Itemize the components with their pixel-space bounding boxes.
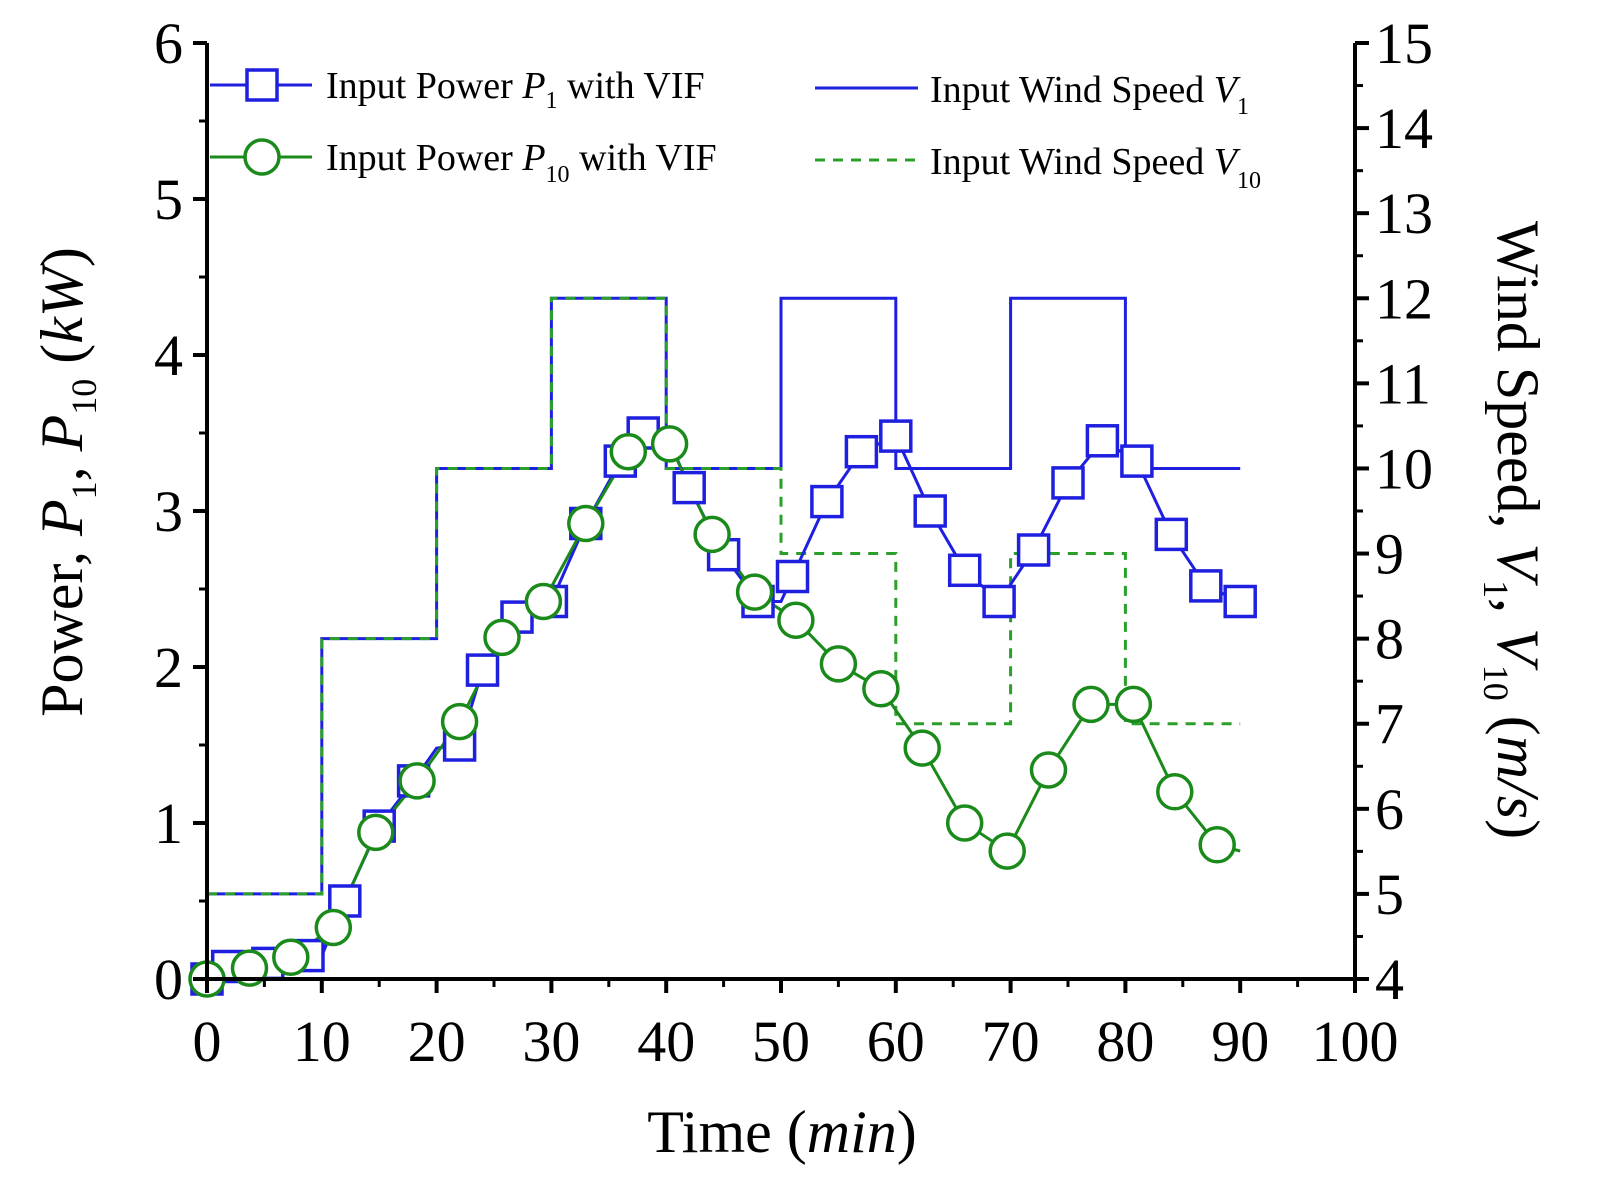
p10-point	[1029, 751, 1068, 789]
p10-point	[357, 813, 395, 852]
p10-point	[777, 601, 815, 639]
y-left-tick-label: 6	[154, 11, 183, 76]
p1-point	[1016, 533, 1051, 567]
x-tick-label: 80	[1096, 1009, 1154, 1074]
p1-point	[913, 494, 947, 528]
x-tick-label: 90	[1211, 1009, 1269, 1074]
legend-p1-label: Input Power P1 with VIF	[326, 65, 705, 114]
x-tick-label: 70	[982, 1009, 1040, 1074]
legend-p10-label: Input Power P10 with VIF	[326, 137, 717, 188]
y-right-tick-label: 14	[1375, 96, 1433, 161]
p10-point	[650, 425, 689, 463]
p10-point	[735, 573, 774, 611]
x-tick-label: 0	[193, 1009, 222, 1074]
p10-point	[314, 908, 353, 947]
p10-point	[272, 938, 310, 976]
legend-p10-circle-marker	[243, 138, 281, 176]
legend: Input Power P1 with VIF Input Wind Speed…	[210, 65, 1261, 194]
y-left-tick-label: 0	[154, 947, 183, 1012]
p10-point	[988, 832, 1026, 870]
p1-point	[1051, 466, 1085, 500]
x-tick-label: 20	[408, 1009, 466, 1074]
p10-point	[1156, 773, 1194, 811]
legend-item-v1: Input Wind Speed V1	[815, 69, 1249, 120]
x-tick-label: 100	[1312, 1009, 1399, 1074]
series-v10-line	[207, 296, 1241, 896]
p1-point	[982, 584, 1016, 619]
x-tick-label: 60	[867, 1009, 925, 1074]
y-left-tick-label: 2	[154, 635, 183, 700]
y-left-tick-label: 3	[154, 479, 183, 544]
legend-item-v10: Input Wind Speed V10	[815, 141, 1261, 194]
p10-point	[862, 670, 900, 708]
x-tick-label: 40	[637, 1009, 695, 1074]
p1-point	[810, 484, 844, 519]
p10-point	[440, 702, 479, 741]
legend-v10-label: Input Wind Speed V10	[930, 141, 1261, 194]
y-axis-right-title: Wind Speed, V1, V10 (m/s)	[1476, 221, 1551, 839]
legend-item-p1: Input Power P1 with VIF	[210, 65, 705, 114]
x-tick-label: 30	[522, 1009, 580, 1074]
p1-point	[1223, 584, 1257, 619]
plot-background	[207, 43, 1355, 979]
x-axis-title: Time (min)	[647, 1099, 916, 1165]
axes-layer: 0 10 20 30 40 50 60 70 80 90 100012345645678910111…	[154, 11, 1433, 1074]
p10-point	[524, 582, 563, 621]
y-axis-left-title: Power, P1, P10 (kW)	[29, 247, 104, 717]
p10-point	[398, 762, 436, 800]
p1-point	[465, 653, 500, 687]
x-tick-label: 50	[752, 1009, 810, 1074]
y-right-tick-label: 6	[1375, 777, 1404, 842]
p10-point	[1198, 826, 1236, 864]
y-right-tick-label: 8	[1375, 607, 1404, 672]
p1-point	[1189, 569, 1223, 603]
x-tick-label: 10	[293, 1009, 351, 1074]
p1-point	[879, 419, 913, 453]
p10-point	[1114, 685, 1153, 724]
y-right-tick-label: 4	[1375, 947, 1404, 1012]
p1-point	[844, 434, 879, 469]
p1-point	[1154, 517, 1189, 552]
y-right-tick-label: 13	[1375, 181, 1433, 246]
p10-point	[693, 515, 731, 554]
p1-point	[947, 553, 982, 588]
p1-point	[1120, 444, 1154, 478]
y-right-tick-label: 12	[1375, 266, 1433, 331]
y-right-tick-label: 5	[1375, 862, 1404, 927]
p1-point	[672, 470, 706, 505]
p1-point	[1085, 424, 1120, 458]
y-right-tick-label: 11	[1375, 351, 1431, 416]
y-right-tick-label: 15	[1375, 11, 1433, 76]
p10-point	[903, 729, 941, 767]
y-right-tick-label: 9	[1375, 522, 1404, 587]
p10-point	[230, 949, 269, 987]
legend-p1-square-marker	[245, 68, 279, 102]
p10-point	[819, 645, 858, 683]
p10-point	[945, 804, 984, 842]
legend-item-p10: Input Power P10 with VIF	[210, 137, 717, 188]
y-left-tick-label: 5	[154, 167, 183, 232]
p10-point	[567, 504, 605, 543]
p1-point	[775, 559, 810, 594]
p10-point	[1072, 685, 1110, 724]
y-left-tick-label: 4	[154, 323, 183, 388]
p10-point	[483, 618, 521, 657]
p10-point	[609, 432, 648, 471]
y-right-tick-label: 10	[1375, 436, 1433, 501]
legend-v1-label: Input Wind Speed V1	[930, 69, 1249, 120]
y-right-tick-label: 7	[1375, 692, 1404, 757]
plot-area	[207, 43, 1355, 979]
y-left-tick-label: 1	[154, 791, 183, 856]
